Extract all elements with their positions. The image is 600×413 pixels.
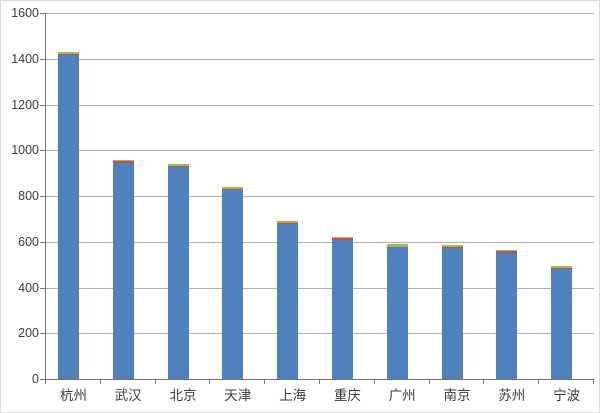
y-tick-0 [40,379,46,380]
bar-苏州 [496,13,518,379]
bar-segment-series-1-blue-苏州 [496,252,518,379]
gridline-1400 [46,58,594,60]
y-tick-600 [40,241,46,243]
x-axis-label-北京: 北京 [169,388,197,403]
bar-武汉 [112,13,134,379]
y-tick-1400 [40,58,46,60]
bar-segment-series-1-blue-天津 [222,189,244,379]
x-axis-label-南京: 南京 [443,388,471,403]
x-axis-label-上海: 上海 [279,388,307,403]
y-tick-800 [40,196,46,197]
y-tick-1600 [40,13,46,14]
y-tick-400 [40,287,46,289]
bar-segment-series-1-blue-杭州 [58,54,79,379]
x-tick-1 [99,380,101,384]
gridline-200 [46,333,594,335]
bar-segment-series-2-red-武汉 [112,161,134,164]
x-tick-3 [209,380,211,384]
bar-segment-series-3-green-广州 [386,244,408,247]
bar-segment-series-1-blue-广州 [386,247,408,379]
bar-segment-series-2-red-南京 [441,246,463,248]
bar-广州 [386,13,408,379]
bar-segment-series-1-blue-武汉 [112,163,134,379]
y-axis-label-800: 800 [18,189,39,203]
x-axis-label-宁波: 宁波 [553,388,581,403]
x-axis-label-天津: 天津 [224,388,252,403]
x-axis-label-苏州: 苏州 [498,388,526,403]
bar-segment-series-3-green-北京 [167,163,189,166]
bar-segment-series-2-red-北京 [167,165,189,168]
bar-segment-series-3-green-杭州 [58,51,79,54]
plot-area [46,13,594,379]
x-tick-2 [154,380,156,384]
bar-segment-series-2-red-重庆 [332,237,353,240]
y-axis-label-1000: 1000 [11,143,39,158]
bar-宁波 [551,13,573,379]
y-axis-label-600: 600 [18,234,39,249]
x-axis-label-武汉: 武汉 [114,388,142,403]
y-axis-label-1600: 1600 [11,6,39,20]
y-axis-label-1200: 1200 [11,97,39,112]
x-tick-8 [483,380,485,384]
x-tick-7 [428,380,430,384]
bar-segment-series-1-blue-南京 [441,247,463,379]
x-tick-9 [538,380,540,384]
bar-segment-series-3-green-南京 [441,244,463,247]
y-tick-1200 [40,104,46,106]
bar-segment-series-3-green-上海 [277,221,299,224]
y-axis-label-0: 0 [32,372,39,386]
y-axis-label-1400: 1400 [11,51,39,66]
x-tick-6 [373,380,375,384]
bar-segment-series-3-green-苏州 [496,250,518,252]
bar-segment-series-2-red-杭州 [58,53,79,55]
bar-segment-series-3-green-重庆 [332,236,353,238]
bar-segment-series-1-blue-北京 [167,167,189,379]
y-axis-label-400: 400 [18,280,39,295]
bar-南京 [441,13,463,379]
bar-杭州 [58,13,79,379]
bar-segment-series-3-green-宁波 [551,265,573,269]
x-tick-5 [319,380,320,384]
bar-segment-series-1-blue-宁波 [551,268,573,379]
gridline-1600 [46,13,594,14]
x-axis-label-重庆: 重庆 [333,388,361,403]
y-axis-label-200: 200 [18,326,39,341]
x-tick-10 [593,380,594,384]
bar-segment-series-1-blue-重庆 [332,239,353,379]
bar-segment-series-1-blue-上海 [277,223,299,379]
bar-segment-series-2-red-苏州 [496,251,518,253]
x-axis-label-广州: 广州 [388,388,416,403]
gridline-1200 [46,104,594,106]
bar-北京 [167,13,189,379]
x-axis-label-杭州: 杭州 [59,388,87,403]
gridline-800 [46,196,594,197]
y-tick-200 [40,333,46,335]
x-tick-0 [45,380,46,384]
bar-segment-series-3-green-武汉 [112,160,134,162]
bar-上海 [277,13,299,379]
gridline-600 [46,241,594,243]
gridline-400 [46,287,594,289]
x-tick-4 [264,380,266,384]
gridline-1000 [46,150,594,152]
bar-重庆 [332,13,353,379]
x-axis-line [45,379,595,380]
bar-segment-series-3-green-天津 [222,186,244,190]
y-tick-1000 [40,150,46,152]
bar-天津 [222,13,244,379]
